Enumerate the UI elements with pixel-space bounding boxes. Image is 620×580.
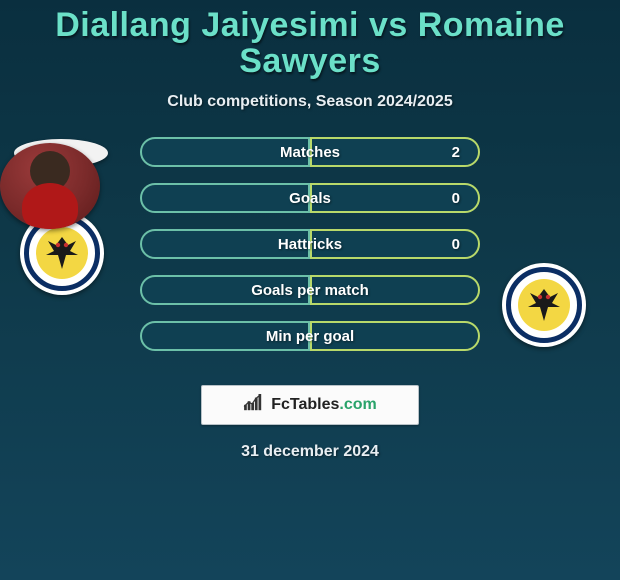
stat-pill-right: 0 xyxy=(310,229,480,259)
comparison-panel: 2Matches0Goals0HattricksGoals per matchM… xyxy=(0,143,620,493)
page-title: Diallang Jaiyesimi vs Romaine Sawyers xyxy=(0,0,620,79)
stat-row: 0Hattricks xyxy=(140,229,480,259)
stat-pill-right: 0 xyxy=(310,183,480,213)
eagle-icon xyxy=(40,231,84,275)
stat-pill-left xyxy=(140,137,310,167)
stat-row: 0Goals xyxy=(140,183,480,213)
player-right-club-crest xyxy=(502,263,602,349)
eagle-icon xyxy=(522,283,566,327)
stat-pill-left xyxy=(140,229,310,259)
brand-attribution: FcTables.com xyxy=(201,385,419,425)
stat-value-right: 2 xyxy=(452,144,460,161)
stat-pill-left xyxy=(140,183,310,213)
stats-list: 2Matches 0Goals 0Hattricks Goals per match M… xyxy=(140,137,480,367)
stat-pill-right: 2 xyxy=(310,137,480,167)
stat-row: Goals per match xyxy=(140,275,480,305)
subtitle: Club competitions, Season 2024/2025 xyxy=(0,93,620,111)
stat-pill-right xyxy=(310,321,480,351)
player-right-photo xyxy=(0,143,100,229)
brand-text: FcTables.com xyxy=(271,396,377,414)
stat-value-right: 0 xyxy=(452,236,460,253)
stat-pill-left xyxy=(140,275,310,305)
stat-value-right: 0 xyxy=(452,190,460,207)
stat-pill-right xyxy=(310,275,480,305)
stat-pill-left xyxy=(140,321,310,351)
bar-chart-icon xyxy=(243,394,265,417)
stat-row: 2Matches xyxy=(140,137,480,167)
comparison-date: 31 december 2024 xyxy=(0,443,620,461)
stat-row: Min per goal xyxy=(140,321,480,351)
